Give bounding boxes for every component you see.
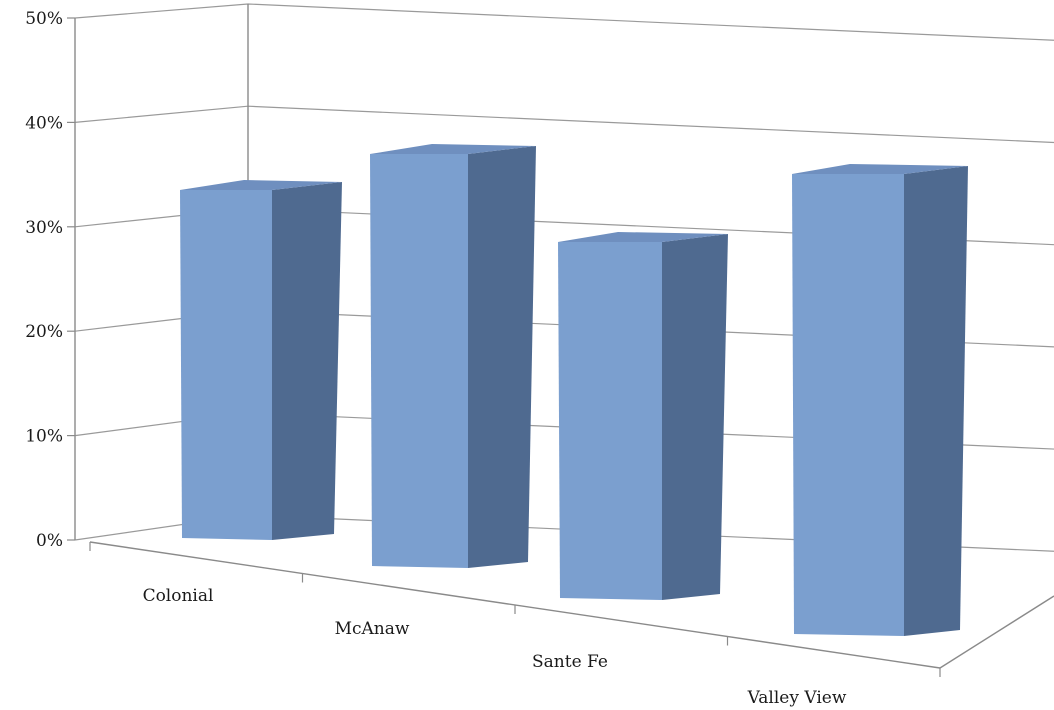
bar-side-face [468, 146, 536, 568]
labels: 0% 10% 20% 30% 40% 50% Colonial McAnaw Sante Fe V… [25, 9, 847, 708]
bar-valley-view [792, 164, 968, 636]
bar-top-face [558, 232, 728, 242]
y-tick-label: 10% [25, 427, 63, 447]
bar-front-face [558, 242, 662, 600]
bar-colonial [180, 180, 342, 540]
y-tick-label: 30% [25, 218, 63, 238]
bar-side-face [904, 166, 968, 636]
x-category-label: Valley View [747, 688, 847, 708]
x-category-label: Colonial [143, 586, 214, 606]
bar-sante-fe [558, 232, 728, 600]
y-tick-label: 40% [25, 113, 63, 133]
bar-front-face [792, 174, 904, 636]
bar-front-face [370, 154, 468, 568]
gridline [74, 3, 1054, 41]
gridline [74, 105, 1054, 144]
bar-top-face [370, 144, 536, 154]
bar-mcanaw [370, 144, 536, 568]
floor-right-edge [939, 595, 1054, 669]
bar-front-face [180, 190, 272, 540]
y-tick-label: 50% [25, 9, 63, 29]
x-category-label: Sante Fe [532, 652, 608, 672]
bar-top-face [180, 180, 342, 190]
bar-side-face [272, 182, 342, 540]
bar-top-face [792, 164, 968, 174]
y-tick-label: 0% [36, 531, 63, 551]
bars [180, 144, 968, 636]
x-category-label: McAnaw [335, 619, 410, 639]
y-tick-label: 20% [25, 322, 63, 342]
bar-side-face [662, 234, 728, 600]
